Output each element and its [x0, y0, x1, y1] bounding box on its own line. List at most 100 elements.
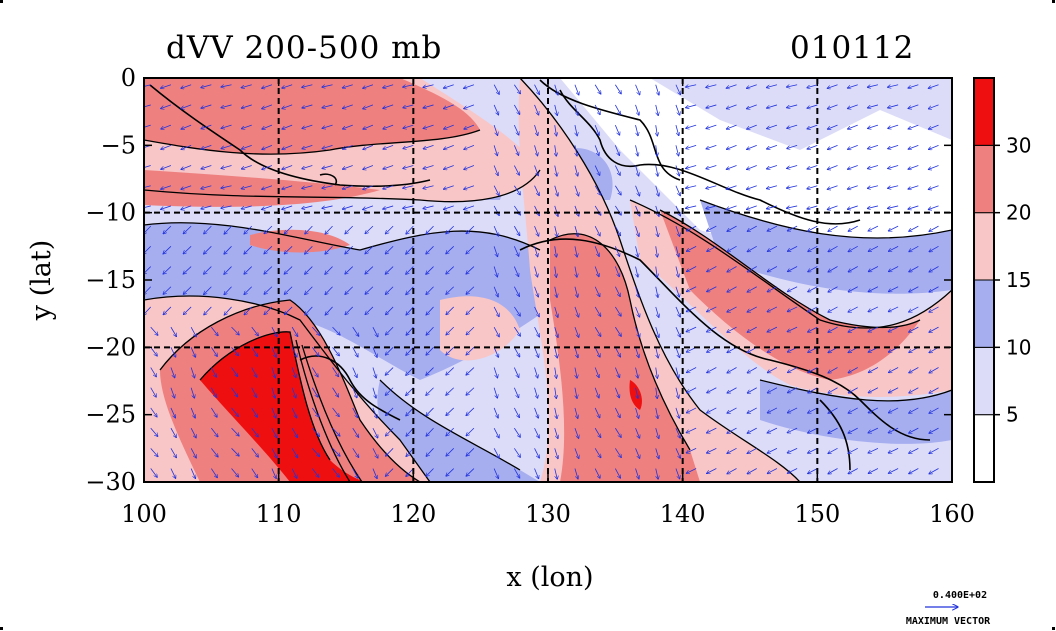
wind-vector: [312, 427, 319, 436]
wind-vector: [575, 266, 577, 278]
wind-vector: [365, 286, 374, 295]
wind-vector: [446, 286, 455, 295]
y-axis: 0 −5 −10 −15 −20 −25 −30: [85, 64, 952, 496]
wind-vector: [183, 246, 192, 254]
colorbar-label: 20: [1006, 201, 1031, 225]
wind-vector: [707, 387, 717, 393]
wind-vector: [332, 347, 340, 356]
wind-vector: [928, 165, 939, 170]
wind-vector: [493, 347, 498, 357]
wind-vector: [767, 447, 778, 453]
wind-vector: [534, 468, 539, 479]
wind-vector: [264, 246, 273, 254]
wind-vector: [426, 407, 434, 416]
wind-vector: [787, 468, 798, 474]
wind-vector: [305, 286, 313, 295]
wind-vector: [363, 104, 374, 109]
wind-vector: [555, 266, 557, 278]
wind-vector: [385, 286, 394, 295]
wind-vector: [302, 144, 313, 148]
wind-vector: [221, 165, 232, 169]
wind-vector: [211, 448, 218, 457]
wind-vector: [827, 144, 838, 149]
wind-vector: [727, 306, 737, 312]
wind-vector: [262, 205, 273, 210]
wind-vector: [264, 266, 273, 275]
wind-vector: [284, 306, 293, 315]
wind-vector: [929, 407, 939, 413]
wind-vector: [747, 468, 757, 474]
wind-vector: [614, 165, 620, 176]
wind-vector: [575, 125, 577, 136]
wind-vector: [767, 427, 778, 433]
wind-vector: [909, 306, 919, 312]
wind-vector: [614, 286, 620, 297]
y-tick-label: −20: [85, 333, 136, 361]
wind-vector: [675, 104, 680, 115]
wind-vector: [706, 326, 717, 332]
wind-vector: [224, 286, 232, 295]
wind-vector: [554, 347, 558, 358]
wind-vector: [707, 367, 717, 373]
x-axis-label: x (lon): [506, 562, 593, 593]
wind-vector: [342, 124, 353, 129]
wind-vector: [291, 326, 298, 336]
wind-vector: [210, 468, 217, 478]
colorbar-swatch: [973, 212, 995, 281]
wind-vector: [828, 367, 838, 373]
wind-vector: [929, 286, 939, 292]
wind-vector: [686, 306, 697, 312]
wind-vector: [170, 326, 177, 336]
wind-vector: [305, 246, 313, 254]
wind-vector: [656, 367, 658, 379]
wind-vector: [466, 387, 475, 396]
wind-vector: [284, 266, 293, 275]
wind-vector: [284, 246, 293, 254]
wind-vector: [707, 225, 717, 231]
wind-vector: [262, 124, 273, 129]
wind-vector: [325, 246, 333, 254]
wind-vector: [909, 266, 919, 272]
wind-vector: [211, 326, 218, 336]
wind-vector: [635, 326, 640, 337]
wind-vector: [888, 286, 899, 292]
wind-vector: [241, 185, 252, 189]
wind-vector: [808, 367, 818, 373]
wind-vector: [493, 286, 498, 297]
y-axis-label: y (lat): [26, 240, 57, 322]
wind-vector: [383, 165, 394, 170]
chart-title-right: 010112: [790, 30, 914, 66]
wind-vector: [828, 407, 838, 413]
wind-vector: [929, 326, 939, 332]
wind-vector: [554, 286, 557, 298]
wind-vector: [675, 125, 679, 136]
wind-vector: [446, 427, 455, 436]
wind-vector: [808, 447, 818, 453]
wind-vector: [406, 347, 414, 355]
wind-vector: [284, 286, 293, 295]
reference-vector: 0.400E+02 MAXIMUM VECTOR: [906, 590, 991, 627]
wind-vector: [302, 185, 313, 189]
wind-vector: [908, 124, 919, 129]
wind-vector: [383, 104, 394, 109]
wind-vector: [271, 347, 276, 357]
wind-vector: [170, 427, 176, 438]
wind-vector: [464, 205, 475, 210]
wind-vector: [466, 225, 475, 234]
wind-vector: [183, 225, 192, 234]
wind-vector: [594, 347, 600, 357]
wind-vector: [787, 326, 798, 332]
wind-vector: [534, 145, 538, 156]
wind-vector: [888, 225, 899, 231]
wind-vector: [767, 367, 778, 373]
wind-vector: [574, 205, 579, 216]
wind-vector: [686, 468, 697, 474]
wind-vector: [534, 387, 538, 399]
wind-vector: [302, 84, 313, 88]
wind-vector: [423, 205, 434, 209]
wind-vector: [574, 84, 579, 95]
wind-vector: [466, 286, 475, 295]
wind-vector: [282, 124, 293, 129]
wind-vector: [534, 367, 538, 379]
wind-vector: [363, 144, 374, 149]
